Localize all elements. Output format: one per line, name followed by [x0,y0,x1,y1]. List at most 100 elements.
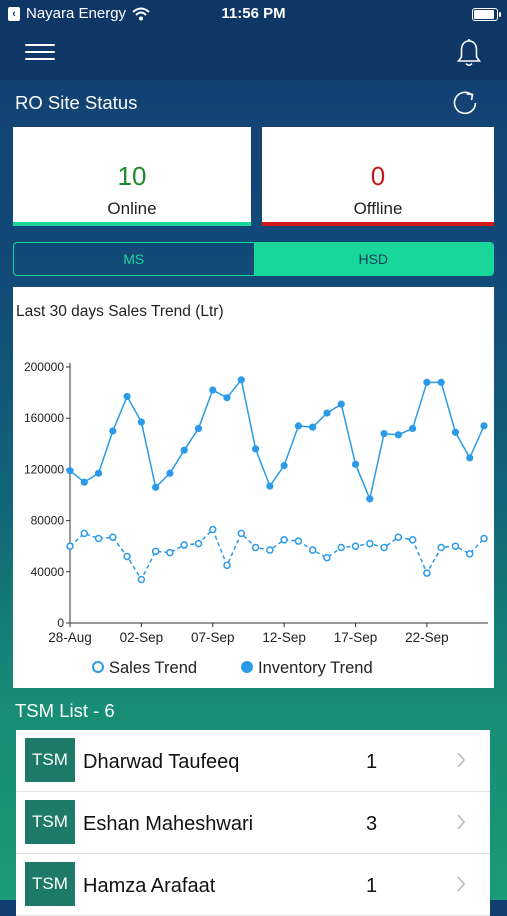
sales-trend-point [394,533,403,541]
nav-bar [0,28,507,80]
legend-sales-marker [92,661,104,673]
y-tick-label: 40000 [31,565,65,579]
sales-trend-point [66,542,74,550]
inventory-trend-point [437,378,445,386]
tsm-badge: TSM [25,862,75,906]
tab-hsd[interactable]: HSD [253,243,493,275]
tsm-count: 1 [366,751,378,773]
refresh-icon[interactable] [451,89,479,117]
y-tick-label: 160000 [24,411,64,425]
ro-site-status-title: RO Site Status [15,92,138,113]
inventory-trend-point [80,478,88,486]
inventory-trend-point [423,378,431,386]
back-to-app-icon[interactable]: ‹ [8,6,20,21]
status-time: 11:56 PM [221,5,286,22]
inventory-trend-point [180,446,188,454]
chevron-right-icon [457,752,466,768]
battery-icon [472,8,501,21]
sales-trend-point [266,546,274,554]
sales-trend-point [223,561,231,570]
chart-title: Last 30 days Sales Trend (Ltr) [16,303,224,320]
bell-icon[interactable] [455,38,483,68]
sales-trend-point [451,542,460,550]
tsm-name: Dharwad Taufeeq [83,751,240,773]
sales-trend-point [194,539,203,548]
x-tick-label: 07-Sep [191,630,235,645]
wifi-icon [132,7,150,20]
sales-trend-chart: 0 40000 80000 120000 160000 200000 28-Aug 02-Se… [24,360,488,677]
sales-trend-point [80,529,89,538]
y-tick-label: 80000 [31,514,65,528]
inventory-trend-point [94,469,103,477]
sales-trend-point [166,548,174,557]
sales-trend-point [380,543,388,552]
inventory-trend-point [337,400,345,408]
chevron-right-icon [457,876,466,892]
sales-trend-point [480,534,488,543]
sales-trend-point [123,552,131,561]
inventory-trend-point [152,483,160,491]
x-tick-label: 28-Aug [48,630,92,645]
sales-trend-point [323,553,331,562]
inventory-trend-point [237,376,245,384]
tsm-row[interactable]: TSM Eshan Maheshwari 3 [16,792,490,854]
inventory-trend-point [351,460,360,468]
y-tick-label: 200000 [24,360,64,374]
offline-label: Offline [353,199,403,218]
inventory-trend-point [380,429,388,438]
y-tick-label: 120000 [24,462,64,476]
x-tick-label: 22-Sep [405,630,449,645]
sales-trend-point [294,537,303,545]
sales-trend-point [465,550,474,558]
sales-trend-point [237,529,246,538]
inventory-trend-point [323,409,331,417]
status-left: ‹ Nayara Energy [8,5,150,22]
tsm-count: 3 [366,813,378,835]
inventory-trend-line [69,378,485,502]
inventory-trend-point [66,467,74,475]
legend-inventory-label: Inventory Trend [258,659,373,677]
inventory-trend-point [480,422,488,430]
sales-trend-line [69,528,485,582]
sales-trend-point [351,542,360,550]
online-card[interactable]: 10 Online [13,127,251,226]
legend-inventory-marker [241,661,253,673]
tsm-name: Eshan Maheshwari [83,813,254,835]
sales-trend-point [251,543,260,552]
tsm-row[interactable]: TSM Dharwad Taufeeq 1 [16,730,490,792]
inventory-trend-point [409,424,417,433]
hamburger-icon[interactable] [25,44,55,62]
inventory-trend-point [223,394,231,402]
inventory-trend-point [394,431,402,439]
inventory-trend-point [123,392,131,401]
sales-trend-point [408,536,417,544]
online-count: 10 [117,161,147,191]
sales-trend-point [423,569,431,577]
tsm-list-title: TSM List - 6 [15,700,115,721]
tsm-row[interactable]: TSM Hamza Arafaat 1 [16,854,490,916]
inventory-trend-point [209,386,217,394]
inventory-trend-point [266,482,274,490]
chevron-right-icon [457,814,466,830]
y-tick-label: 0 [57,616,64,630]
tsm-badge: TSM [25,800,75,844]
legend-sales-label: Sales Trend [109,659,197,677]
status-bar: ‹ Nayara Energy 11:56 PM [0,0,507,28]
offline-card[interactable]: 0 Offline [262,127,494,226]
inventory-trend-point [309,423,317,431]
inventory-trend-point [251,445,260,453]
online-label: Online [107,199,157,218]
sales-trend-point [308,546,317,554]
sales-trend-point [366,539,374,548]
online-indicator-bar [13,222,251,226]
inventory-trend-point [194,424,203,433]
inventory-trend-point [166,469,174,477]
sales-trend-point [337,543,345,552]
tab-ms[interactable]: MS [123,251,145,267]
carrier-name: Nayara Energy [26,5,127,22]
inventory-trend-point [451,428,460,436]
sales-trend-point [94,534,103,543]
offline-count: 0 [370,161,386,191]
sales-trend-point [137,575,146,584]
inventory-trend-point [109,427,117,435]
